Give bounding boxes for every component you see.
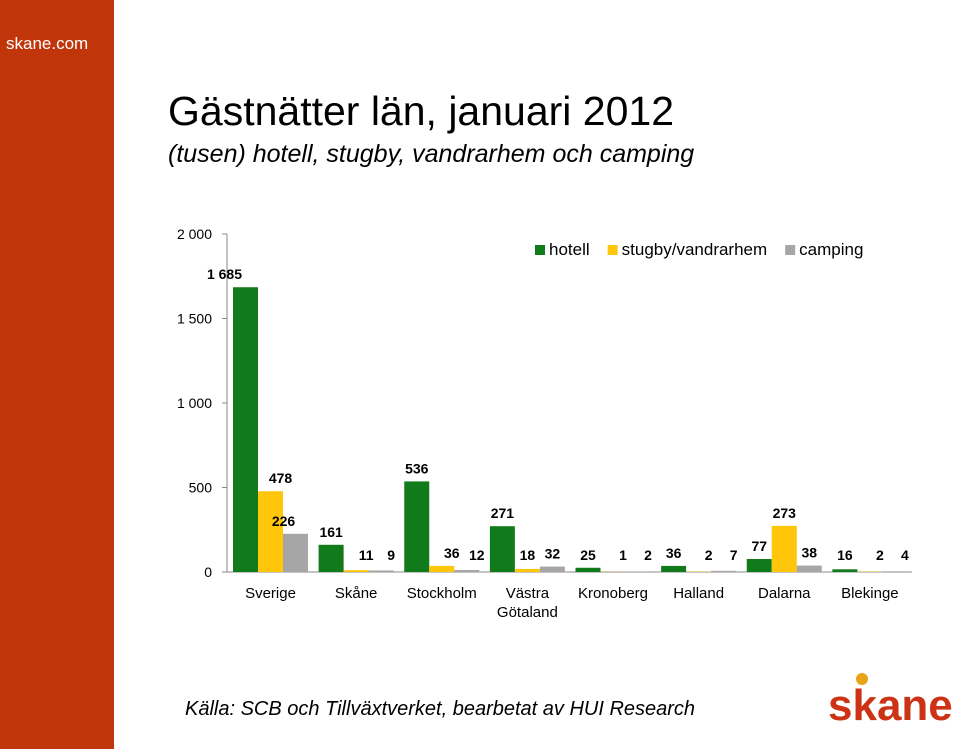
legend-swatch	[535, 245, 545, 255]
bar-camping	[711, 570, 737, 572]
data-label: 18	[520, 547, 536, 563]
bar-camping	[368, 570, 394, 572]
y-tick-label: 0	[204, 564, 212, 580]
data-label: 16	[837, 547, 853, 563]
logo-text: skane	[828, 681, 953, 730]
data-label: 11	[359, 547, 374, 563]
bar-hotell	[318, 544, 344, 572]
bar-stugby-vandrarhem	[258, 491, 283, 572]
data-label: 536	[405, 460, 429, 476]
y-tick-label: 1 500	[177, 311, 212, 327]
data-label: 2	[876, 547, 884, 563]
sidebar: skane.com	[0, 0, 114, 749]
x-tick-label: Stockholm	[407, 585, 477, 602]
data-label: 2	[644, 547, 652, 563]
chart-title: Gästnätter län, januari 2012	[168, 88, 674, 134]
data-label: 2	[705, 547, 713, 563]
legend-label: stugby/vandrarhem	[622, 240, 768, 259]
data-label: 25	[580, 547, 596, 563]
bar-hotell	[832, 569, 858, 572]
data-label: 7	[730, 547, 738, 563]
bar-hotell	[746, 558, 772, 572]
x-tick-label: Halland	[673, 585, 724, 602]
legend-label: camping	[799, 240, 863, 259]
site-label[interactable]: skane.com	[6, 34, 89, 53]
data-label: 36	[444, 545, 460, 561]
y-tick-label: 500	[189, 480, 213, 496]
x-tick-label: Skåne	[335, 585, 378, 602]
bar-stugby-vandrarhem	[429, 565, 455, 572]
skane-logo: skane	[828, 673, 953, 730]
bar-hotell	[404, 481, 430, 572]
data-label: 271	[491, 505, 515, 521]
data-label: 273	[773, 505, 797, 521]
bar-hotell	[233, 287, 258, 572]
bar-stugby-vandrarhem	[771, 525, 797, 572]
bar-camping	[454, 569, 480, 572]
data-label: 77	[751, 538, 767, 554]
legend-label: hotell	[549, 240, 590, 259]
bar-stugby-vandrarhem	[514, 568, 540, 572]
x-tick-label: Kronoberg	[578, 585, 648, 602]
bar-camping	[882, 571, 908, 572]
source-note: Källa: SCB och Tillväxtverket, bearbetat…	[185, 698, 696, 720]
logo-dot-icon	[856, 673, 868, 685]
data-label: 226	[272, 513, 296, 529]
x-tick-label: Blekinge	[841, 585, 899, 602]
x-tick-label: Götaland	[497, 604, 558, 621]
x-tick-label: Dalarna	[758, 585, 811, 602]
bar-hotell	[575, 567, 601, 572]
x-tick-label: Västra	[506, 585, 550, 602]
bar-camping	[539, 566, 565, 572]
bar-hotell	[661, 565, 687, 572]
legend-swatch	[607, 245, 618, 255]
data-label: 36	[666, 545, 682, 561]
data-label: 9	[387, 547, 395, 563]
data-label: 12	[469, 547, 485, 563]
y-tick-label: 1 000	[177, 395, 212, 411]
legend-swatch	[785, 245, 796, 255]
data-label: 161	[319, 524, 343, 540]
data-label: 478	[269, 470, 293, 486]
y-tick-label: 2 000	[177, 226, 212, 242]
bar-hotell	[489, 526, 515, 572]
bar-camping	[283, 533, 308, 572]
bar-camping	[796, 565, 822, 572]
chart-subtitle: (tusen) hotell, stugby, vandrarhem och c…	[168, 140, 695, 168]
data-label: 32	[545, 546, 561, 562]
data-label: 1 685	[207, 266, 242, 282]
data-label: 1	[619, 547, 627, 563]
bar-stugby-vandrarhem	[343, 570, 369, 572]
data-label: 4	[901, 547, 909, 563]
data-label: 38	[801, 545, 817, 561]
x-tick-label: Sverige	[245, 585, 296, 602]
